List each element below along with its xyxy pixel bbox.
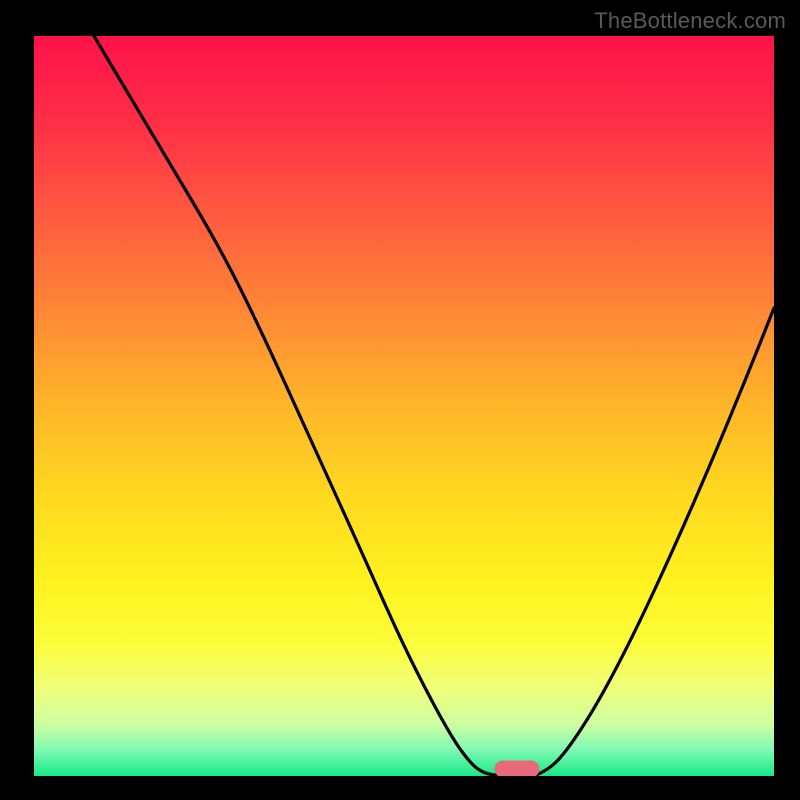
optimum-marker bbox=[495, 761, 539, 776]
bottleneck-curve bbox=[34, 36, 774, 776]
plot-area bbox=[34, 36, 774, 776]
source-watermark: TheBottleneck.com bbox=[594, 8, 786, 34]
